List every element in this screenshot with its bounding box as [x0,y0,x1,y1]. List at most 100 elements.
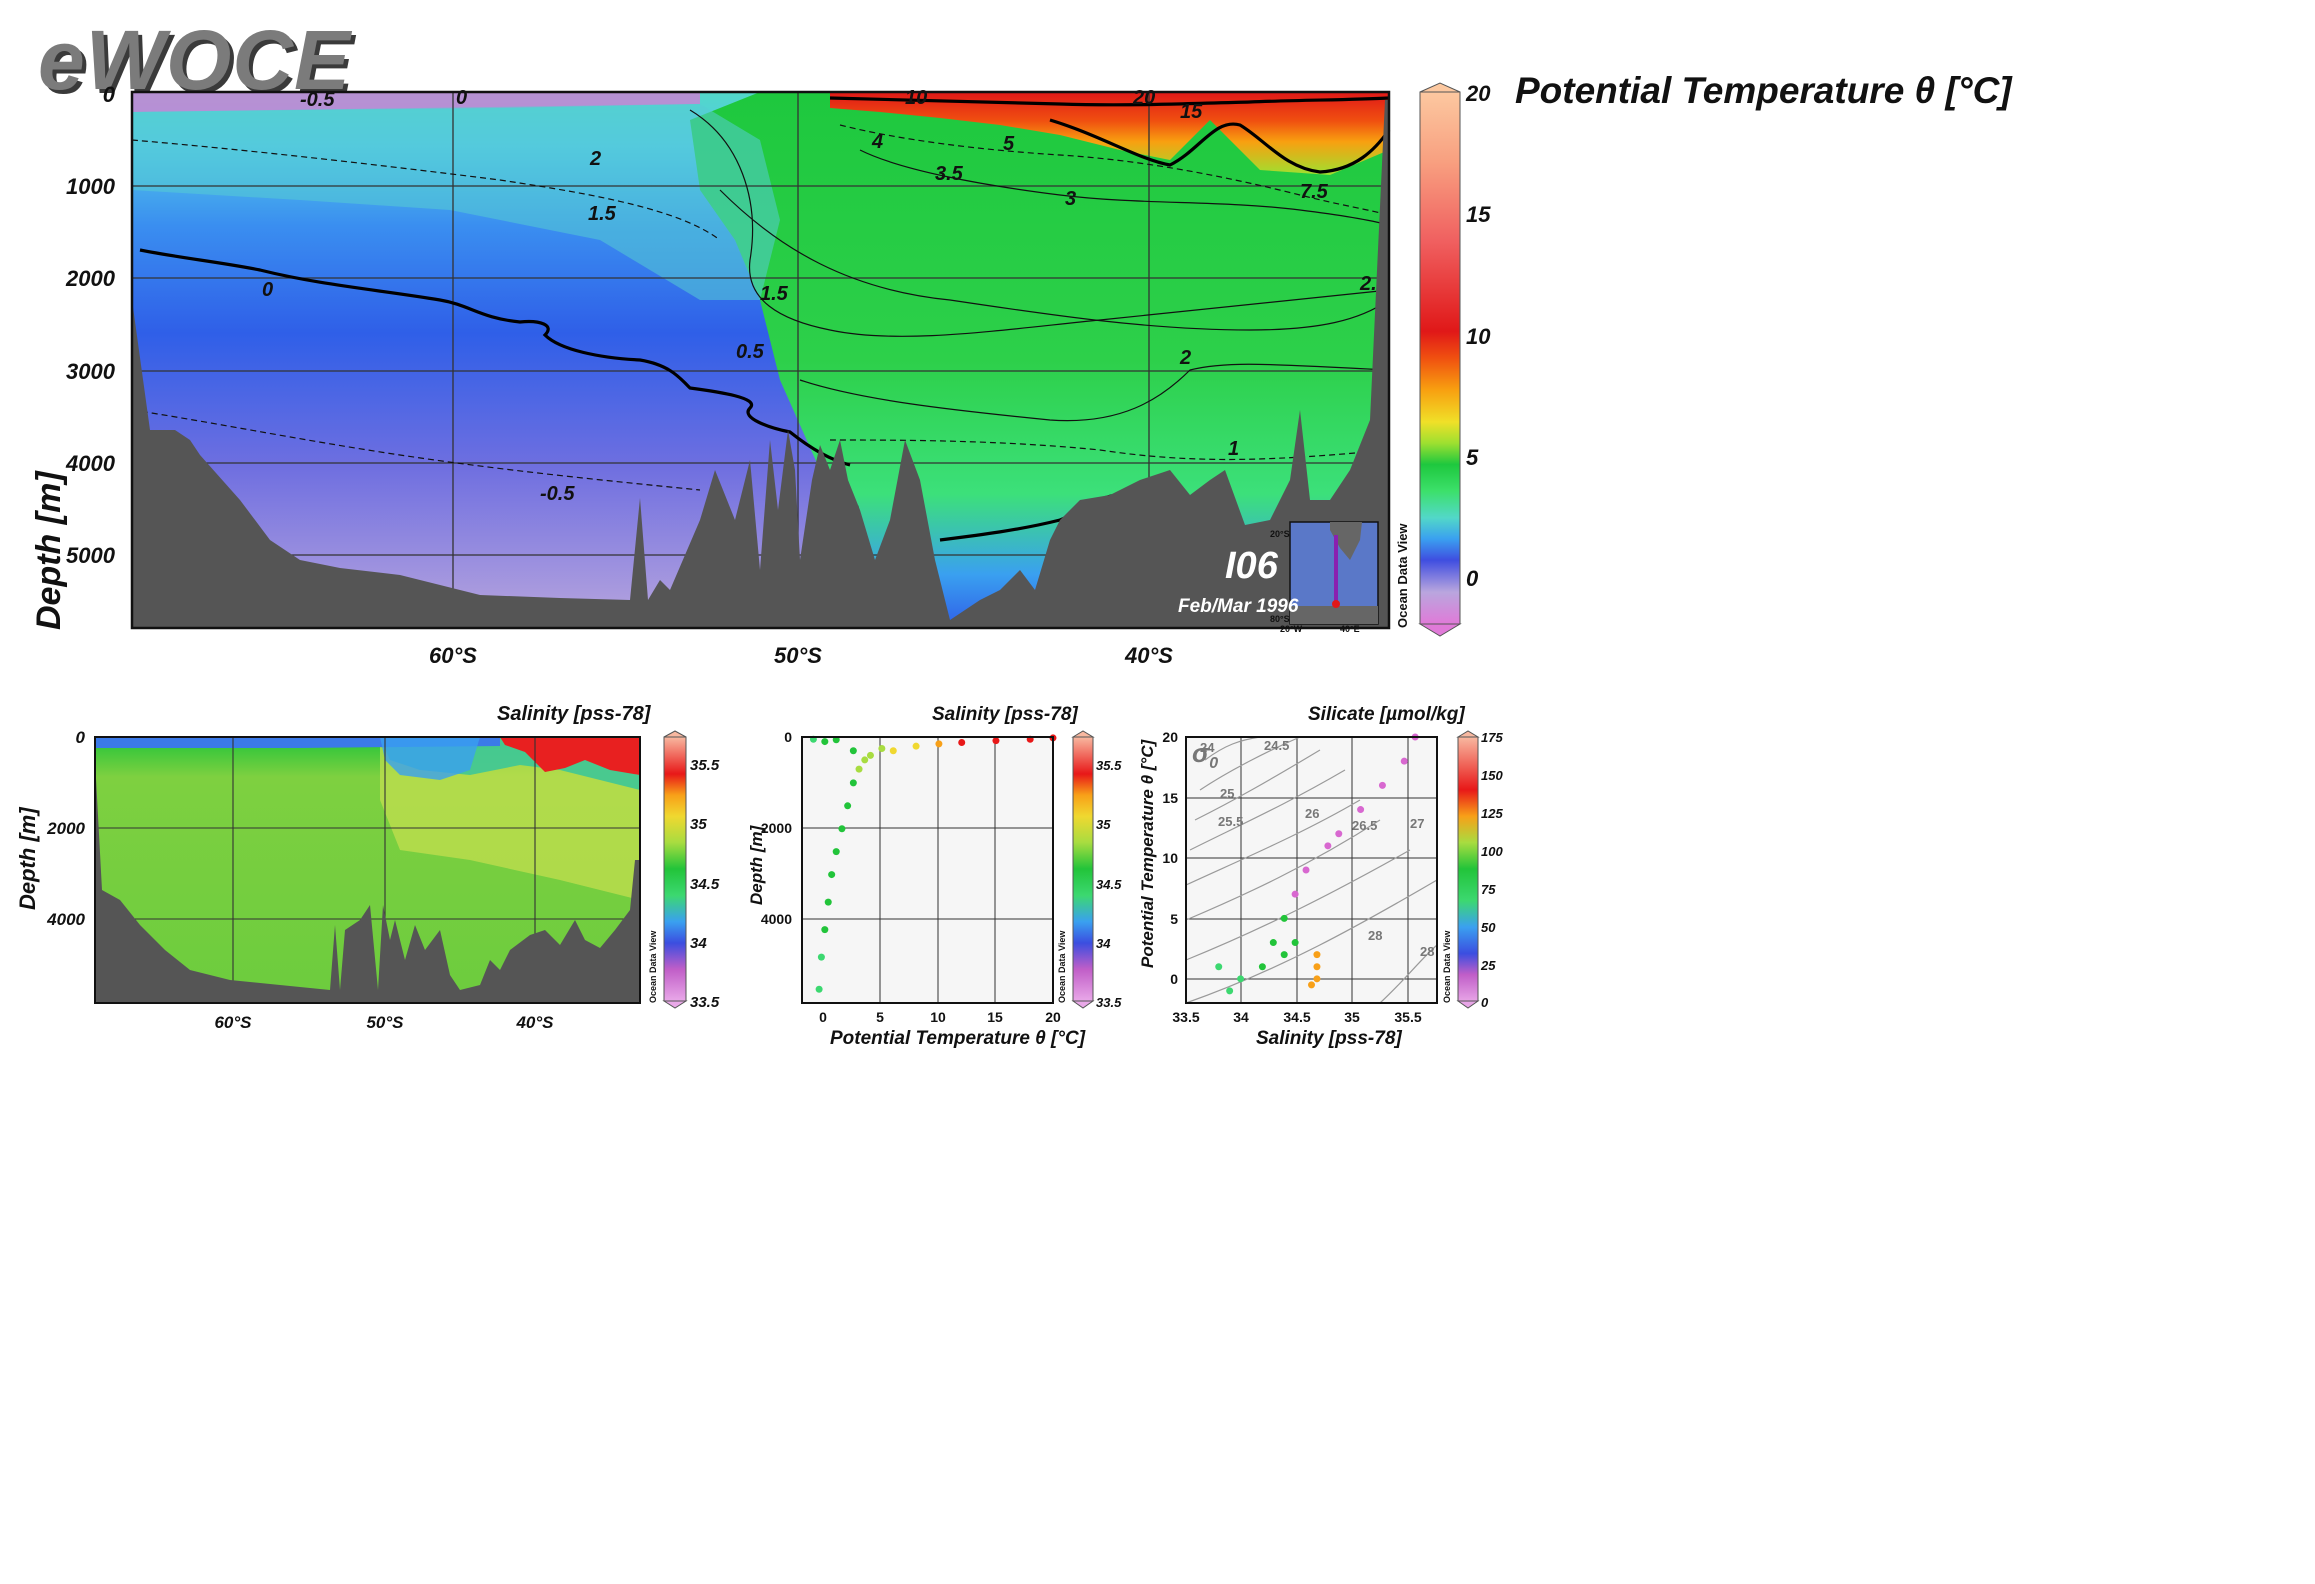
profile-x-tick: 5 [876,1009,884,1025]
ts-cbar-tick: 175 [1481,730,1503,745]
profile-point [832,848,840,856]
profile-point [821,738,829,746]
main-chart-title: Potential Temperature θ [°C] [1515,70,2012,111]
isopycnal-label: 28 [1420,944,1434,959]
temp-colorbar-tick: 0 [1466,566,1479,591]
ts-scatter [1215,733,1419,995]
ts-y-tick: 5 [1170,911,1178,927]
profile-x-tick: 15 [987,1009,1003,1025]
profile-y-tick: 4000 [761,911,792,927]
ts-x-tick: 35 [1344,1009,1360,1025]
main-y-tick: 4000 [65,451,116,476]
ts-point [1324,842,1332,850]
profile-point [828,871,836,879]
isopycnal-label: 26.5 [1352,818,1377,833]
sal-sec-y-tick: 2000 [46,819,85,838]
contour-label: 2 [1179,347,1191,369]
contour-label: 0.5 [736,341,765,363]
ts-x-tick: 34.5 [1283,1009,1310,1025]
profile-point [992,737,1000,745]
ts-cbar-tick: 25 [1480,958,1496,973]
main-x-tick: 40°S [1124,643,1173,668]
sal-sec-cbar-tick: 35 [690,816,707,833]
ts-point [1400,757,1408,765]
ts-point [1291,890,1299,898]
inset-map [1289,521,1379,625]
ts-xlabel: Salinity [pss-78] [1256,1028,1402,1049]
contour-label: 0 [262,279,273,301]
ts-point [1308,981,1315,989]
profile-point [855,765,863,773]
ts-title: Silicate [µmol/kg] [1308,704,1465,725]
isopycnal-label: 26 [1305,806,1319,821]
ts-cbar-tick: 100 [1481,844,1503,859]
sal-sec-x-tick: 50°S [366,1013,404,1032]
contour-label: 5 [1003,133,1015,155]
profile-cbar-tick: 34 [1096,936,1111,951]
sal-sec-y-tick: 0 [76,728,86,747]
ts-point [1280,914,1288,922]
odv-watermark: Ocean Data View [648,930,658,1003]
profile-point [878,744,886,752]
sal-sec-cbar-tick: 34.5 [690,876,720,893]
profile-point [821,926,829,934]
temp-colorbar [1418,82,1462,637]
contour-label: -0.5 [300,89,335,111]
ts-cbar-tick: 150 [1481,768,1503,783]
profile-title: Salinity [pss-78] [932,704,1078,725]
main-y-tick: 0 [103,82,116,107]
ts-point [1302,866,1310,874]
profile-x-tick: 20 [1045,1009,1061,1025]
sal-sec-cbar-tick: 33.5 [690,994,720,1011]
profile-point [889,747,897,755]
profile-point [935,740,943,748]
isopycnal-label: 25 [1220,786,1234,801]
ts-point [1313,963,1321,971]
temp-colorbar-tick: 15 [1466,202,1491,227]
profile-cbar-tick: 34.5 [1096,877,1122,892]
main-y-tick: 3000 [66,359,116,384]
profile-point [861,756,869,764]
odv-watermark: Ocean Data View [1395,523,1410,628]
main-x-tick: 50°S [774,643,822,668]
ts-point [1313,975,1321,983]
main-x-tick: 60°S [429,643,477,668]
sal-sec-cbar-tick: 34 [690,935,707,952]
bathymetry-main [132,100,1389,628]
profile-point [849,747,857,755]
main-y-tick: 1000 [66,174,116,199]
ts-point [1226,987,1234,995]
sal-sec-y-tick: 4000 [46,910,85,929]
ts-point [1378,781,1386,789]
contour-label: 1 [1228,438,1239,460]
ts-point [1269,939,1277,947]
profile-point [824,898,832,906]
bathymetry-salinity [95,760,640,1003]
odv-watermark: Ocean Data View [1057,930,1067,1003]
sal-sec-x-tick: 60°S [214,1013,252,1032]
isopycnal-label: 25.5 [1218,814,1243,829]
contour-label: 0 [456,87,467,109]
profile-point [832,736,840,744]
ts-cbar-tick: 50 [1481,920,1496,935]
ts-cbar-tick: 0 [1481,995,1489,1010]
ts-ylabel: Potential Temperature θ [°C] [1138,738,1157,968]
contour-label: 20 [1132,87,1155,109]
contour-label: 10 [905,87,927,109]
contour-label: 1.5 [588,203,617,225]
temp-colorbar-tick: 20 [1465,81,1491,106]
contour-label: 3 [1065,188,1076,210]
contour-label: 15 [1180,101,1203,123]
ts-point [1357,806,1365,814]
ts-y-tick: 0 [1170,971,1178,987]
ts-y-tick: 10 [1162,850,1178,866]
profile-cbar-tick: 35 [1096,817,1111,832]
isopycnal-label: 24 [1200,740,1215,755]
section-date: Feb/Mar 1996 [1178,596,1299,617]
ts-point [1280,951,1288,959]
isopycnal-label: 27 [1410,816,1424,831]
ts-x-tick: 35.5 [1394,1009,1421,1025]
ts-cbar-tick: 75 [1481,882,1496,897]
contour-label: 3.5 [935,163,964,185]
